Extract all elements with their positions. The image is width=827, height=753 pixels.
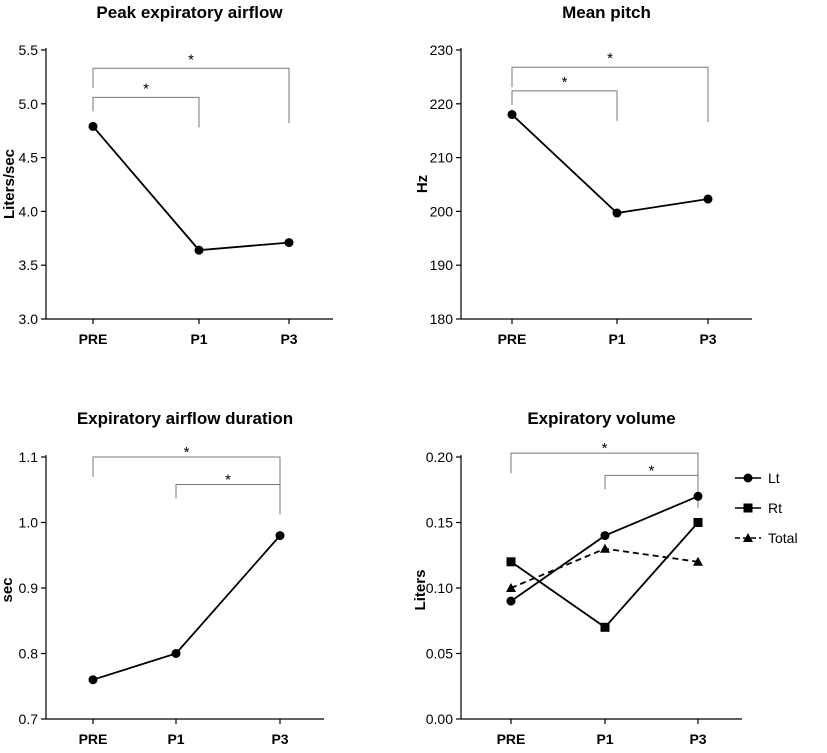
- data-point-circle: [194, 245, 204, 255]
- y-tick-label: 4.5: [19, 150, 39, 166]
- data-point-circle: [275, 531, 285, 541]
- data-point-square: [600, 622, 610, 632]
- significance-star: *: [602, 440, 608, 457]
- significance-bracket: [604, 474, 699, 506]
- y-tick-label: 1.1: [19, 449, 39, 465]
- y-tick-label: 220: [430, 96, 454, 112]
- y-tick-label: 1.0: [19, 515, 39, 531]
- legend-label: Rt: [768, 500, 782, 516]
- series-lt: [506, 491, 703, 606]
- significance-star: *: [607, 50, 613, 67]
- series-1: [507, 110, 713, 218]
- x-tick-label: P3: [280, 331, 297, 347]
- chart-title: Mean pitch: [562, 3, 651, 22]
- y-axis-label: Hz: [414, 175, 431, 193]
- chart-title: Expiratory volume: [527, 409, 675, 428]
- x-tick-label: PRE: [79, 731, 108, 747]
- y-tick-label: 5.5: [19, 42, 39, 58]
- significance-star: *: [225, 472, 231, 489]
- data-point-square: [693, 518, 703, 527]
- legend-marker-circle: [743, 473, 753, 483]
- significance-bracket: [92, 67, 290, 124]
- significance-star: *: [188, 51, 194, 68]
- legend-label: Total: [768, 530, 798, 546]
- x-tick-label: P3: [271, 731, 288, 747]
- y-tick-label: 180: [430, 311, 454, 327]
- y-tick-label: 0.20: [426, 449, 453, 465]
- data-point-triangle: [506, 583, 516, 592]
- x-tick-label: P3: [699, 331, 716, 347]
- y-tick-label: 210: [430, 150, 454, 166]
- legend-marker-triangle: [743, 533, 753, 542]
- y-tick-label: 200: [430, 203, 454, 219]
- significance-bracket: [511, 66, 709, 123]
- x-tick-label: P1: [596, 731, 613, 747]
- chart-3: Expiratory airflow duration 0.7 0.8 0.9 1.0 1…: [0, 409, 324, 747]
- y-tick-label: 0.10: [426, 580, 453, 596]
- data-point-circle: [600, 531, 610, 541]
- x-tick-label: P1: [608, 331, 625, 347]
- data-point-circle: [507, 110, 517, 120]
- data-point-circle: [284, 238, 294, 248]
- series-1: [88, 531, 285, 685]
- series-line: [92, 535, 281, 681]
- legend-label: Lt: [768, 470, 780, 486]
- y-tick-label: 190: [430, 257, 454, 273]
- y-tick-label: 0.05: [426, 646, 453, 662]
- series-total: [506, 543, 703, 592]
- data-point-circle: [88, 121, 98, 131]
- y-tick-label: 3.0: [19, 311, 39, 327]
- significance-star: *: [649, 462, 655, 479]
- chart-title: Peak expiratory airflow: [96, 3, 283, 22]
- x-tick-label: PRE: [79, 331, 108, 347]
- x-tick-label: PRE: [498, 331, 527, 347]
- series-1: [88, 121, 294, 255]
- data-point-triangle: [600, 543, 610, 553]
- y-tick-label: 3.5: [19, 257, 39, 273]
- legend: Lt Rt Total: [735, 470, 798, 546]
- significance-star: *: [184, 444, 190, 461]
- chart-title: Expiratory airflow duration: [77, 409, 293, 428]
- x-tick-label: P3: [689, 731, 706, 747]
- y-tick-label: 0.8: [19, 646, 39, 662]
- chart-1: Peak expiratory airflow 3.0 3.5 4.0 4.5 5.0 5.…: [1, 3, 333, 347]
- data-point-circle: [171, 649, 181, 658]
- significance-star: *: [143, 80, 149, 97]
- data-point-circle: [703, 194, 713, 204]
- y-tick-label: 0.9: [19, 580, 39, 596]
- significance-bracket: [175, 484, 281, 515]
- y-tick-label: 0.00: [426, 711, 453, 727]
- y-tick-label: 0.7: [19, 711, 39, 727]
- significance-star: *: [562, 74, 568, 91]
- chart-2: Mean pitch 180 190 200 210 220 230 PRE P1 P3 Hz * *: [414, 3, 752, 347]
- y-tick-label: 0.15: [426, 515, 453, 531]
- series-line: [511, 113, 709, 214]
- chart-4: Expiratory volume 0.00 0.05 0.10 0.15 0.20 PRE…: [412, 409, 798, 747]
- data-point-circle: [88, 675, 98, 685]
- data-point-circle: [612, 208, 622, 218]
- y-tick-label: 230: [430, 42, 454, 58]
- x-tick-label: P1: [190, 331, 207, 347]
- data-point-circle: [693, 491, 703, 501]
- x-tick-label: P1: [167, 731, 184, 747]
- x-tick-label: PRE: [497, 731, 526, 747]
- y-tick-label: 4.0: [19, 203, 39, 219]
- data-point-circle: [506, 596, 516, 606]
- significance-bracket: [511, 90, 618, 121]
- y-axis-label: Liters/sec: [1, 149, 18, 219]
- legend-marker-square: [743, 503, 753, 513]
- data-point-square: [506, 557, 516, 567]
- y-axis-label: sec: [0, 577, 16, 602]
- y-tick-label: 5.0: [19, 96, 39, 112]
- series-line: [92, 125, 290, 252]
- significance-bracket: [92, 96, 200, 128]
- data-point-triangle: [693, 556, 703, 566]
- y-axis-label: Liters: [412, 570, 429, 611]
